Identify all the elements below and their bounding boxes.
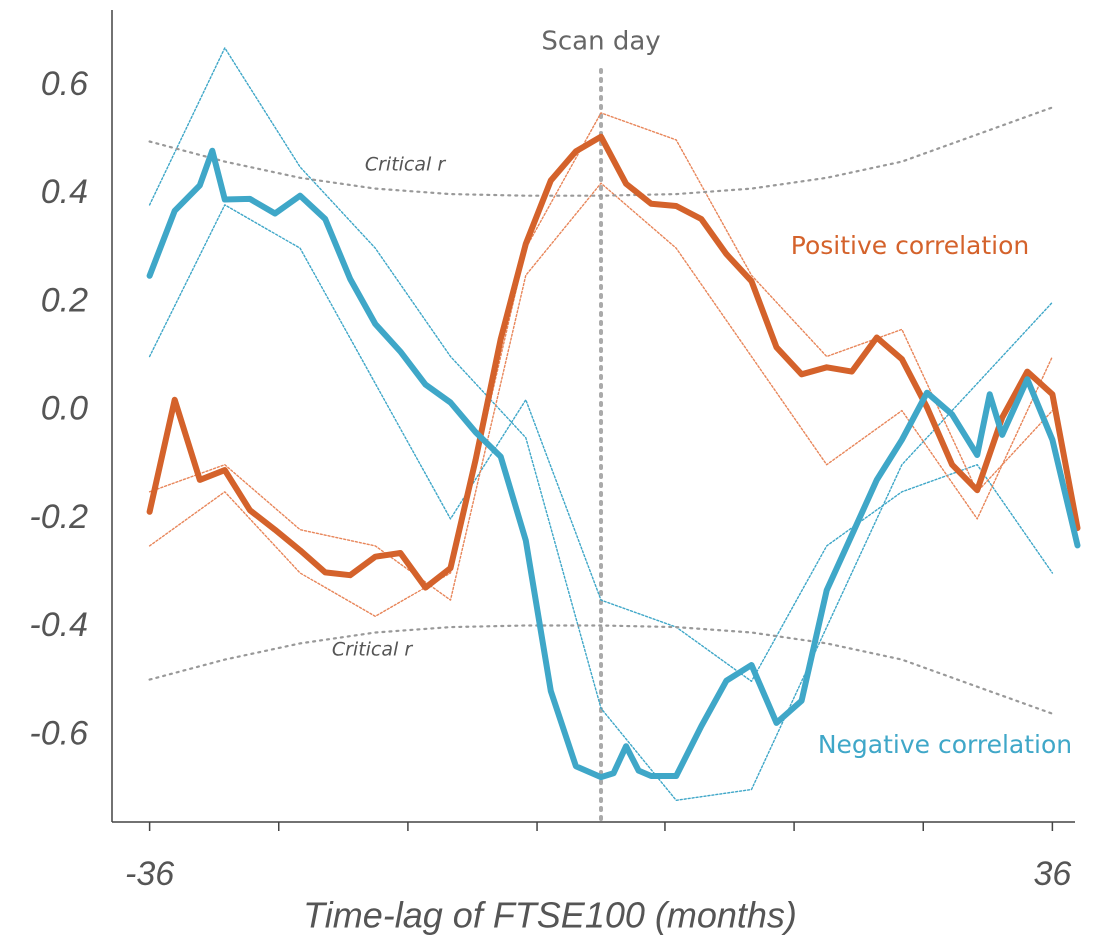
sample-line <box>148 182 1054 601</box>
sample-line <box>148 204 1054 682</box>
y-tick-label: -0.4 <box>29 606 88 644</box>
series-label: Critical r <box>332 639 413 661</box>
x-axis-title: Time-lag of FTSE100 (months) <box>303 895 797 936</box>
sample-line <box>148 47 1054 801</box>
series-label: Negative correlation <box>818 730 1072 759</box>
y-tick-label: 0.2 <box>41 281 88 319</box>
x-tick-label: 36 <box>1033 855 1071 893</box>
series-label: Critical r <box>365 154 446 176</box>
series-label: Positive correlation <box>791 231 1029 260</box>
y-tick-label: 0.4 <box>41 173 88 211</box>
y-tick-label: 0.0 <box>41 390 88 428</box>
series-line <box>146 147 1081 781</box>
y-tick-label: 0.6 <box>41 65 88 103</box>
annotation: Scan day <box>541 27 660 57</box>
critical-line <box>148 624 1054 715</box>
y-tick-label: -0.2 <box>29 498 88 536</box>
critical-line <box>148 106 1054 197</box>
sample-line <box>148 112 1054 617</box>
y-tick-label: -0.6 <box>29 714 88 752</box>
x-tick-label: -36 <box>125 855 174 893</box>
